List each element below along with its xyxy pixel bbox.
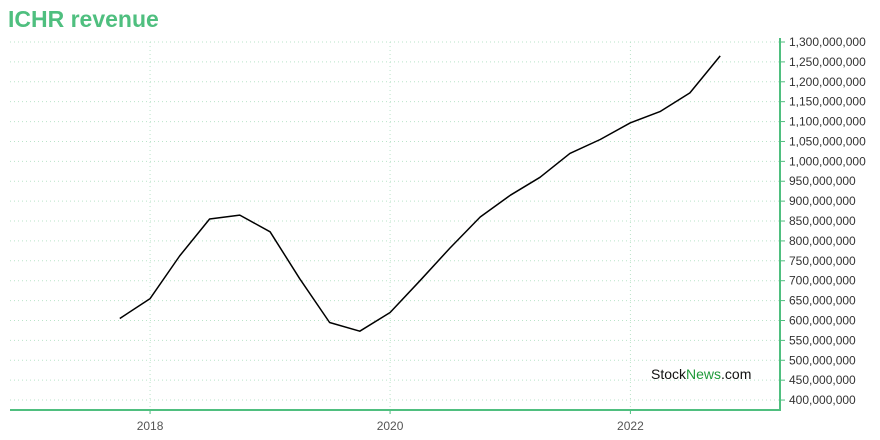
y-tick-label: 1,150,000,000 bbox=[789, 95, 866, 109]
watermark-part-news: News bbox=[686, 366, 722, 382]
y-tick-label: 800,000,000 bbox=[789, 234, 856, 248]
y-tick-label: 500,000,000 bbox=[789, 353, 856, 367]
y-tick-label: 1,200,000,000 bbox=[789, 75, 866, 89]
grid-lines bbox=[10, 41, 780, 410]
y-tick-label: 1,300,000,000 bbox=[789, 35, 866, 49]
series-lines bbox=[119, 55, 721, 332]
watermark: StockNews.com bbox=[651, 366, 751, 382]
y-tick-label: 550,000,000 bbox=[789, 333, 856, 347]
x-tick-label: 2020 bbox=[377, 419, 404, 433]
y-tick-label: 1,100,000,000 bbox=[789, 115, 866, 129]
x-tick-label: 2018 bbox=[137, 419, 164, 433]
y-axis-labels: 1,300,000,000 1,250,000,000 1,200,000,000 1… bbox=[789, 35, 866, 407]
y-tick-label: 950,000,000 bbox=[789, 174, 856, 188]
y-tick-label: 400,000,000 bbox=[789, 393, 856, 407]
x-tick-label: 2022 bbox=[617, 419, 644, 433]
y-tick-label: 700,000,000 bbox=[789, 274, 856, 288]
y-tick-label: 600,000,000 bbox=[789, 313, 856, 327]
y-tick-label: 900,000,000 bbox=[789, 194, 856, 208]
y-tick-label: 450,000,000 bbox=[789, 373, 856, 387]
y-tick-label: 1,050,000,000 bbox=[789, 134, 866, 148]
y-tick-label: 750,000,000 bbox=[789, 254, 856, 268]
y-tick-label: 850,000,000 bbox=[789, 214, 856, 228]
watermark-part-com: .com bbox=[721, 366, 752, 382]
x-axis-labels: 2018 2020 2022 bbox=[137, 419, 644, 433]
series-line bbox=[119, 55, 721, 332]
y-tick-label: 650,000,000 bbox=[789, 294, 856, 308]
y-tick-label: 1,250,000,000 bbox=[789, 55, 866, 69]
y-tick-label: 1,000,000,000 bbox=[789, 154, 866, 168]
axes bbox=[10, 38, 785, 414]
watermark-part-stock: Stock bbox=[651, 366, 687, 382]
chart-title: ICHR revenue bbox=[8, 6, 159, 32]
